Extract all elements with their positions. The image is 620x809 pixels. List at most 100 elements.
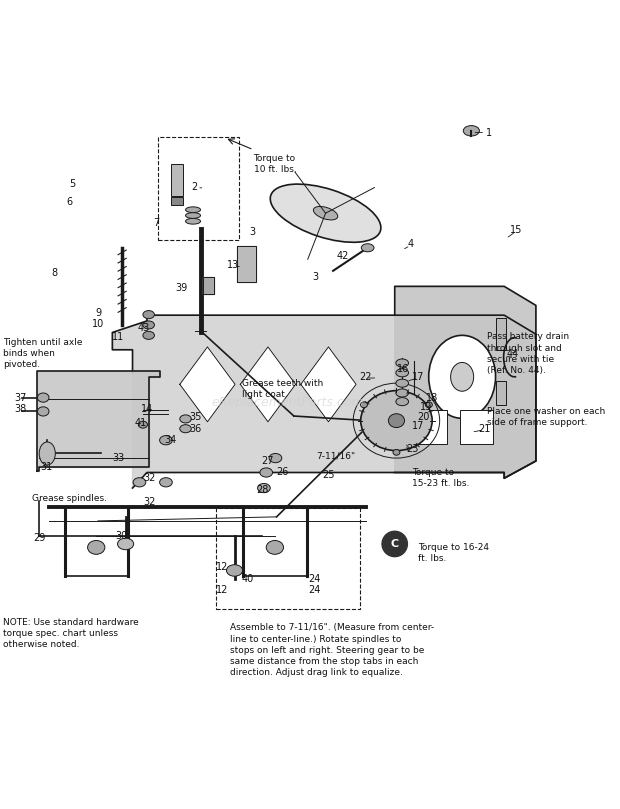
Text: 8: 8 [51,268,58,278]
Ellipse shape [159,477,172,487]
Ellipse shape [361,244,374,252]
Ellipse shape [361,402,368,408]
Text: 24: 24 [308,585,321,595]
Text: 9: 9 [95,308,101,319]
Ellipse shape [451,362,474,392]
Text: NOTE: Use standard hardware
torque spec. chart unless
otherwise noted.: NOTE: Use standard hardware torque spec.… [3,618,139,649]
Ellipse shape [396,359,409,367]
Ellipse shape [87,540,105,554]
Ellipse shape [159,435,172,445]
Ellipse shape [270,184,381,242]
Ellipse shape [185,207,200,213]
Text: 38: 38 [14,404,26,414]
Ellipse shape [257,484,270,493]
Ellipse shape [260,468,273,477]
Text: 4: 4 [407,239,414,249]
Text: 23: 23 [406,444,419,455]
Text: 13: 13 [228,260,239,270]
Bar [460,410,494,443]
Text: 34: 34 [164,435,176,445]
Text: 7: 7 [154,218,160,228]
Bar [495,382,506,404]
Bar [171,164,183,196]
Ellipse shape [396,369,409,377]
Bar [171,197,183,205]
Text: Torque to
10 ft. lbs.: Torque to 10 ft. lbs. [254,154,296,174]
Text: 25: 25 [322,470,335,480]
Text: 40: 40 [242,574,254,583]
Text: 30: 30 [115,531,127,541]
Ellipse shape [313,206,338,220]
Ellipse shape [37,407,49,416]
Ellipse shape [180,415,192,423]
Ellipse shape [226,565,242,576]
Text: 12: 12 [216,562,228,572]
Bar [495,318,506,349]
Text: Torque to 16-24
ft. lbs.: Torque to 16-24 ft. lbs. [418,543,489,563]
Text: 12: 12 [216,585,228,595]
Ellipse shape [396,397,409,405]
Text: 36: 36 [190,424,202,434]
Ellipse shape [143,321,154,329]
Text: 3: 3 [312,272,319,282]
Polygon shape [203,277,215,294]
Text: 24: 24 [308,574,321,583]
Ellipse shape [185,218,200,224]
Text: 37: 37 [14,392,27,403]
Ellipse shape [396,389,409,397]
Ellipse shape [37,393,49,402]
Ellipse shape [266,540,283,554]
Ellipse shape [185,213,200,218]
Polygon shape [180,347,235,421]
Text: Assemble to 7-11/16". (Measure from center-
line to center-line.) Rotate spindle: Assemble to 7-11/16". (Measure from cent… [231,624,435,677]
Polygon shape [37,371,160,471]
Ellipse shape [361,391,432,451]
Text: Tighten until axle
binds when
pivoted.: Tighten until axle binds when pivoted. [3,338,82,370]
Polygon shape [301,347,356,421]
Text: 32: 32 [144,498,156,507]
Ellipse shape [138,421,148,428]
Text: 33: 33 [112,452,124,463]
Ellipse shape [118,538,134,549]
Text: 42: 42 [337,251,349,260]
Text: 18: 18 [426,392,438,403]
Ellipse shape [39,442,55,465]
Text: 7-11/16": 7-11/16" [316,451,355,461]
Polygon shape [112,316,536,488]
Polygon shape [241,347,296,421]
Bar [216,508,360,609]
Text: 44: 44 [507,349,519,359]
Text: 31: 31 [40,462,52,472]
Text: 35: 35 [190,412,202,422]
Text: 5: 5 [69,180,75,189]
Text: 14: 14 [141,404,153,414]
Bar [159,137,239,240]
Text: C: C [391,539,399,549]
Text: 27: 27 [262,456,274,466]
Text: Grease spindles.: Grease spindles. [32,493,107,503]
Ellipse shape [425,402,432,408]
Text: 11: 11 [112,332,124,341]
Text: 20: 20 [417,412,430,421]
Text: 16: 16 [397,364,409,374]
Ellipse shape [428,336,495,418]
Text: 29: 29 [33,533,45,543]
Bar [402,410,447,443]
Text: 21: 21 [478,424,490,434]
Circle shape [382,532,407,557]
Text: 41: 41 [135,418,148,428]
Text: 10: 10 [92,319,104,328]
Ellipse shape [269,454,281,463]
Text: Torque to
15-23 ft. lbs.: Torque to 15-23 ft. lbs. [412,468,469,488]
Text: 28: 28 [256,485,268,495]
Text: Grease teeth with
light coat.: Grease teeth with light coat. [242,379,323,399]
Text: 3: 3 [249,227,255,236]
Ellipse shape [143,311,154,319]
Ellipse shape [180,425,192,433]
Ellipse shape [396,379,409,388]
Ellipse shape [393,450,400,455]
Text: 15: 15 [510,226,522,235]
Text: 22: 22 [360,372,372,382]
Text: Place one washer on each
side of frame support.: Place one washer on each side of frame s… [487,408,605,427]
Ellipse shape [143,332,154,340]
